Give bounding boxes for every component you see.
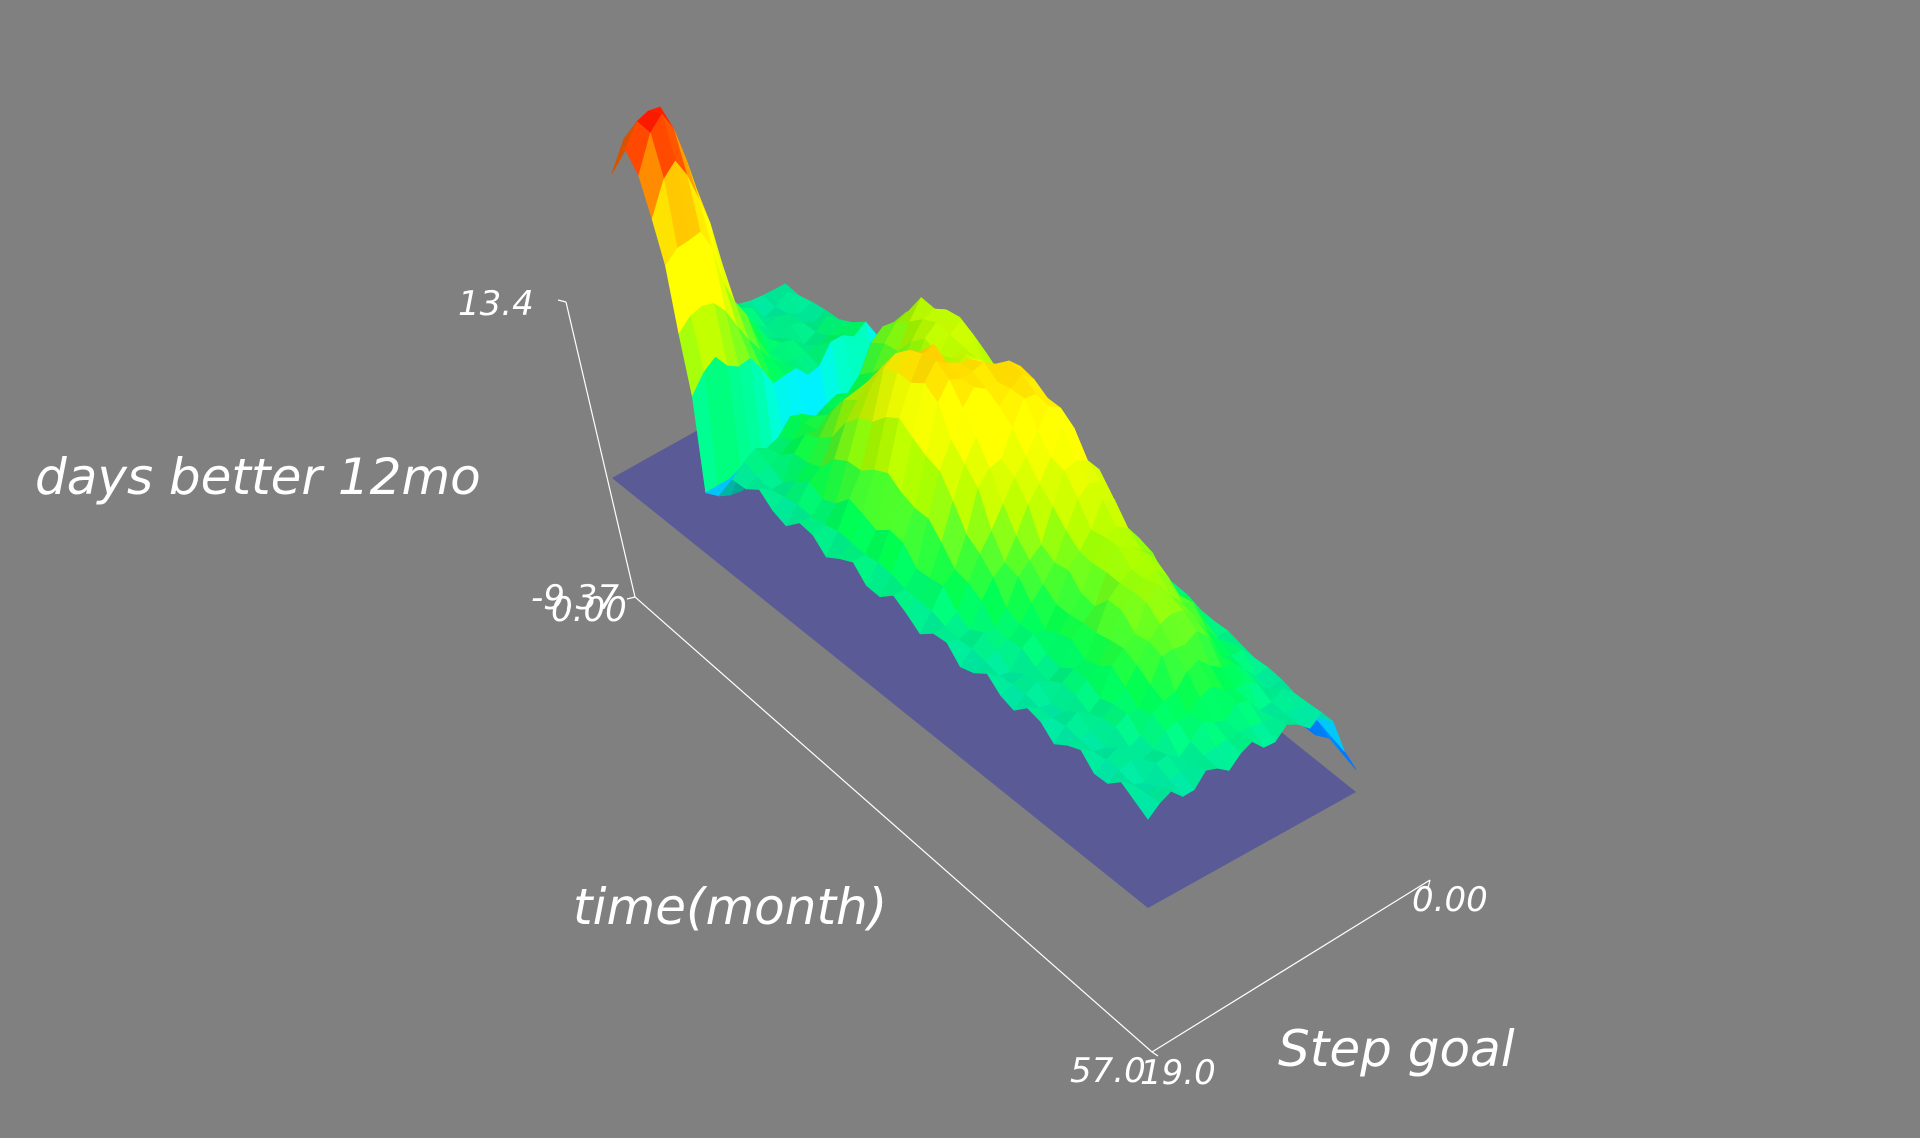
- x-axis-title: time(month): [573, 878, 888, 936]
- z-axis-title: days better 12mo: [35, 448, 481, 506]
- z-tick-min: -9.37: [531, 578, 619, 618]
- x-tick-min: 0.00: [551, 590, 627, 630]
- z-axis-line: [565, 301, 636, 598]
- z-axis-tick-min: [626, 596, 636, 600]
- y-axis-tick-min: [1427, 879, 1431, 889]
- y-axis-title: Step goal: [1278, 1020, 1515, 1078]
- surface-patch: [1134, 793, 1160, 820]
- y-tick-max: 19.0: [1140, 1053, 1216, 1093]
- z-axis-tick-max: [557, 299, 567, 303]
- y-axis-tick-max: [1151, 1051, 1159, 1057]
- surface-patch: [1330, 735, 1357, 770]
- surface-mesh: [611, 106, 1357, 820]
- y-axis-line: [1151, 879, 1431, 1053]
- x-tick-max: 57.0: [1070, 1051, 1146, 1091]
- x-axis-line: [634, 596, 1153, 1053]
- y-tick-min: 0.00: [1412, 880, 1488, 920]
- z-tick-max: 13.4: [458, 284, 534, 324]
